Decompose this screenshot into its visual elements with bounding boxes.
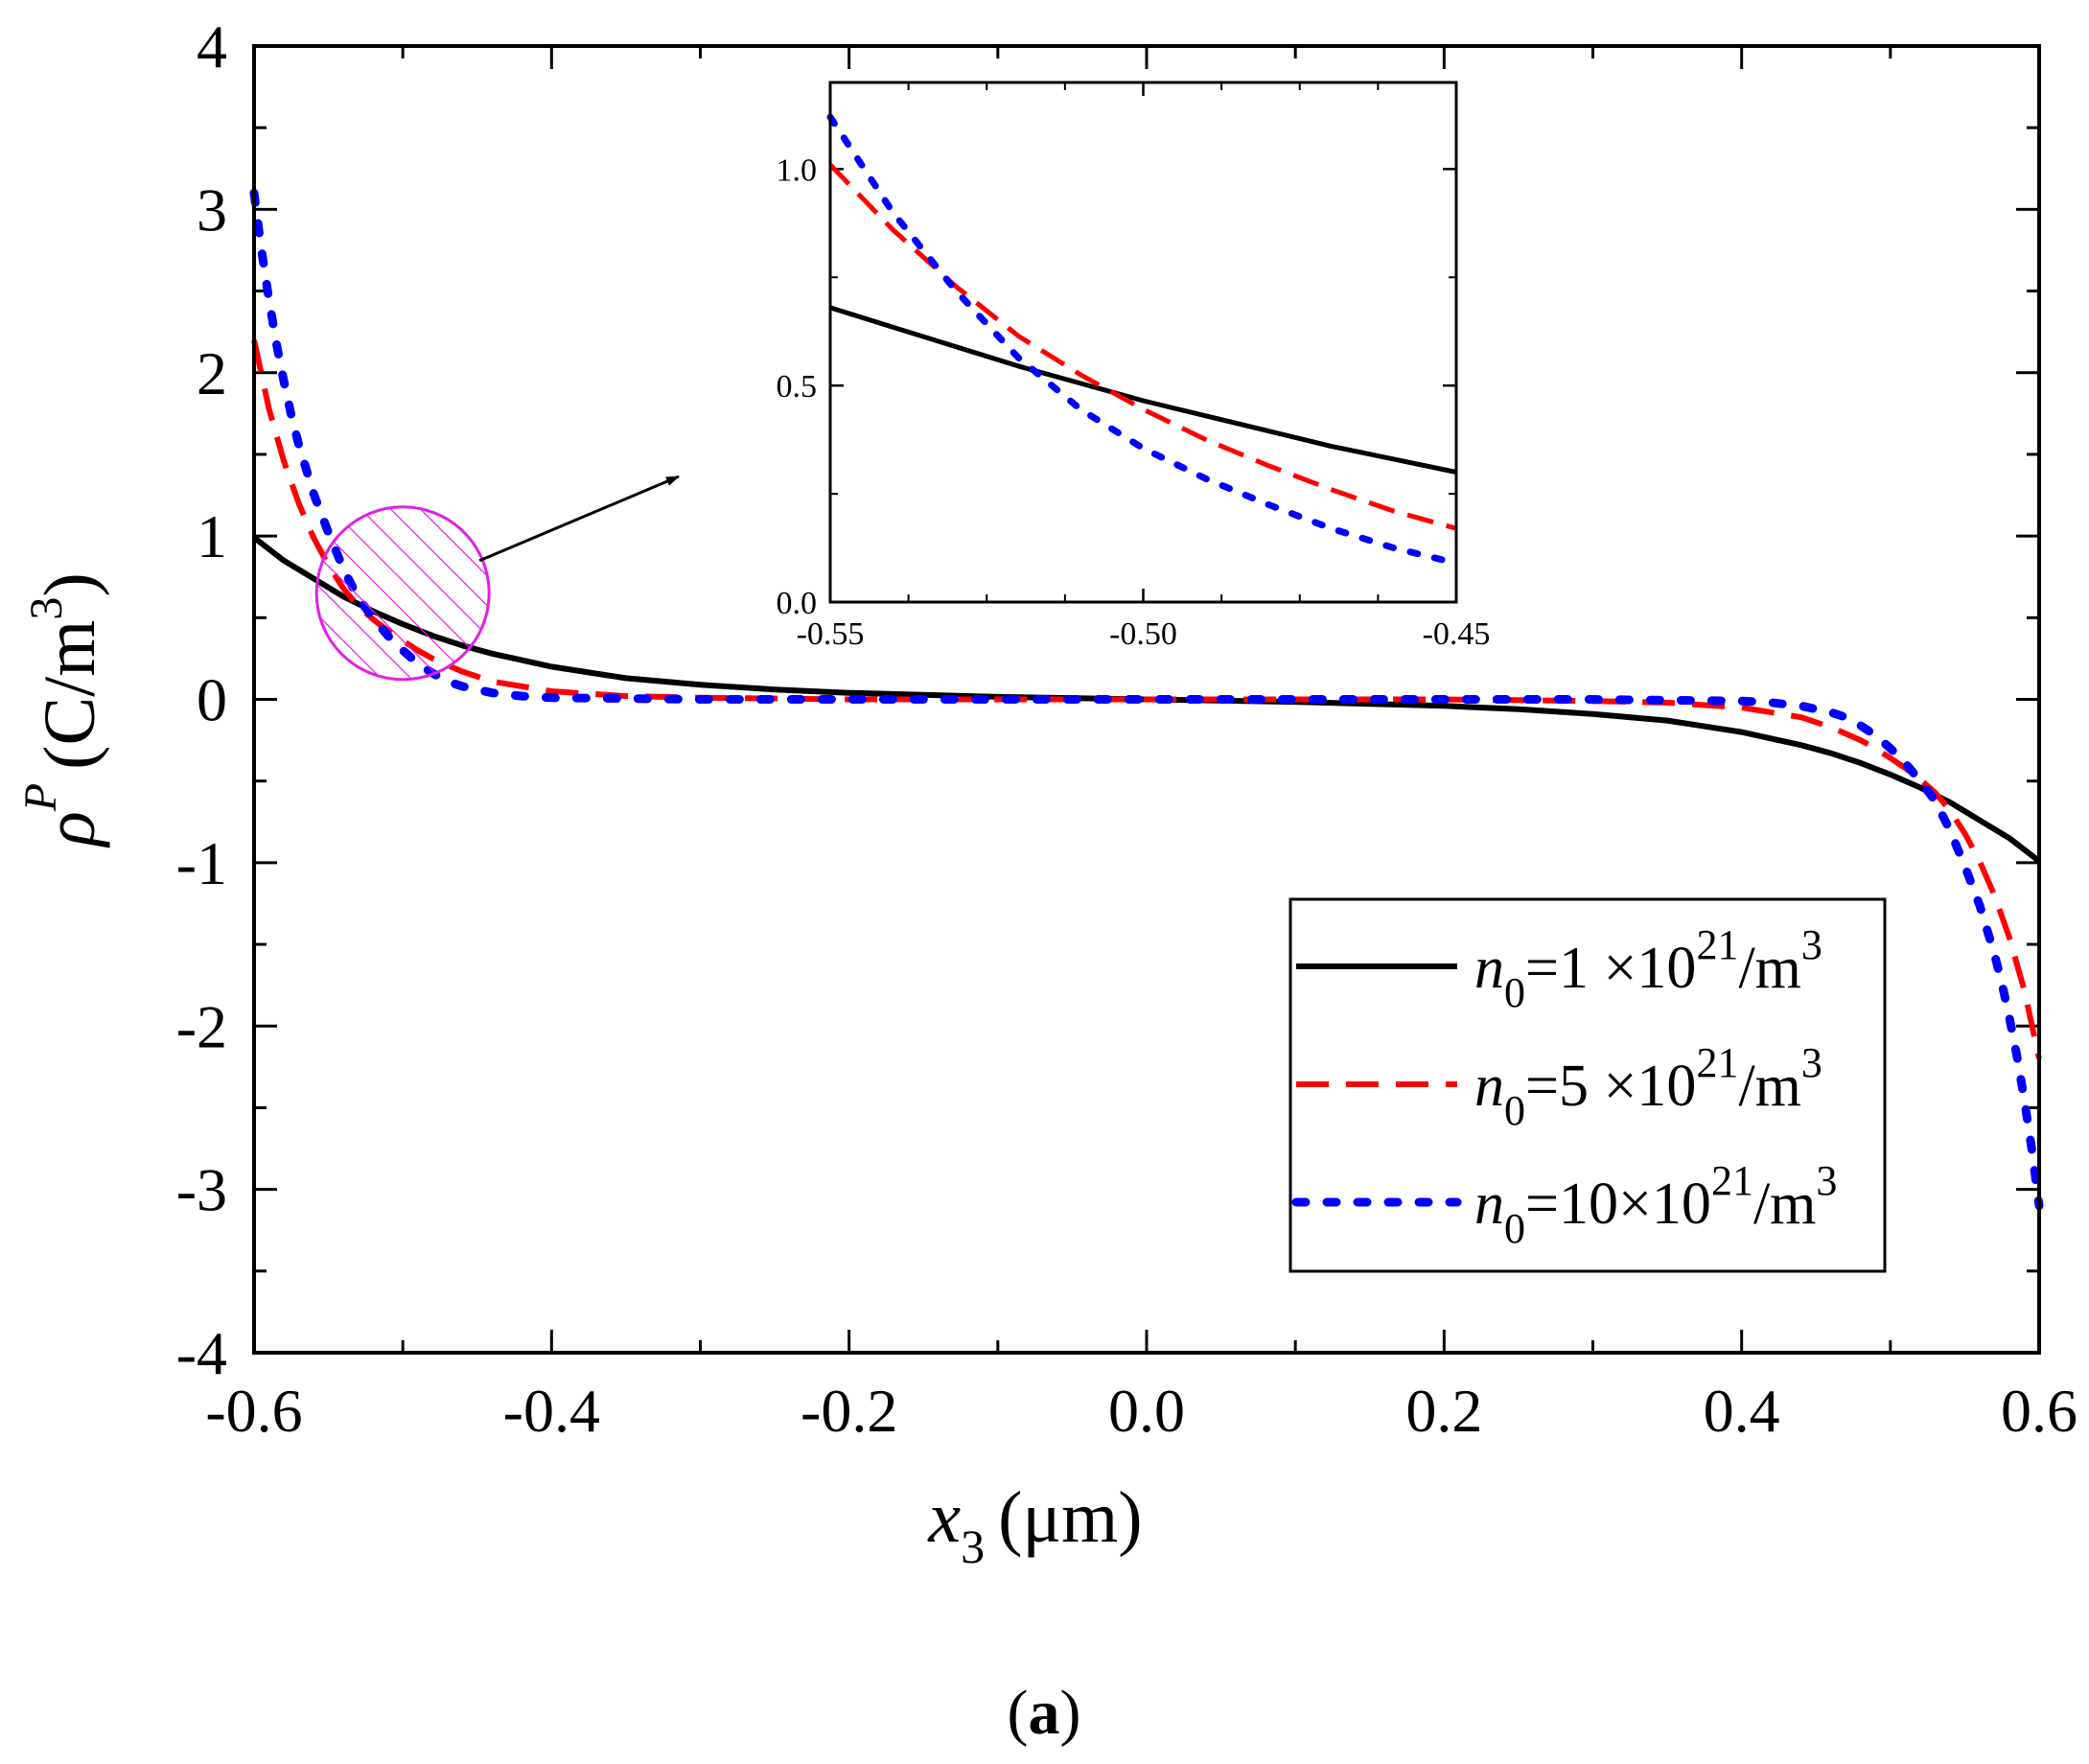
y-tick-label: -2: [176, 992, 227, 1060]
legend: n0=1 ×1021/m3 n0=5 ×1021/m3 n0=10×1021/m3: [1288, 897, 1887, 1273]
inset-series-line-3: [826, 113, 1460, 567]
zoom-highlight-circle: [314, 505, 491, 682]
y-tick-label: 3: [197, 175, 227, 244]
y-tick-label: 1: [197, 502, 227, 570]
y-axis-label: ρP(C/m3): [15, 572, 110, 847]
inset-y-tick-label: 0.0: [777, 586, 818, 621]
series-line-3: [249, 188, 2044, 1211]
x-tick-label: 0.2: [1405, 1377, 1482, 1445]
x-axis-label: x3 (μm): [927, 1477, 1142, 1573]
x-tick-label: 0.6: [2001, 1377, 2077, 1445]
x-tick-label: -0.4: [503, 1377, 600, 1445]
x-tick-labels: -0.6 -0.4 -0.2 0.0 0.2 0.4 0.6: [205, 1377, 2077, 1445]
x-tick-label: -0.2: [801, 1377, 897, 1445]
zoom-annotation: [314, 475, 680, 682]
y-tick-label: -4: [176, 1319, 227, 1387]
panel-label: (a): [1008, 1678, 1081, 1748]
y-tick-label: 4: [197, 12, 227, 81]
inset-background: [830, 82, 1456, 602]
y-tick-label: 2: [197, 339, 227, 407]
inset-series-line-1: [829, 305, 1457, 475]
inset-y-tick-label: 0.5: [777, 369, 818, 405]
legend-label-1: n0=1 ×1021/m3: [1474, 921, 1822, 1016]
y-tick-label: -3: [176, 1156, 227, 1224]
y-tick-label: 0: [197, 666, 227, 734]
inset-x-tick-label: -0.50: [1109, 616, 1177, 652]
inset-series-layer: [826, 113, 1460, 567]
zoom-arrow: [478, 475, 680, 563]
y-tick-marks: [254, 44, 2039, 1355]
x-tick-label: -0.6: [205, 1377, 302, 1445]
inset-x-tick-label: -0.55: [797, 616, 865, 652]
y-tick-label: -1: [176, 829, 227, 897]
inset-frame: [828, 81, 1458, 604]
inset-x-tick-labels: -0.55 -0.50 -0.45: [797, 616, 1491, 652]
inset-y-tick-label: 1.0: [777, 152, 818, 188]
legend-items: n0=1 ×1021/m3 n0=5 ×1021/m3 n0=10×1021/m3: [1291, 921, 1837, 1252]
inset-x-tick-label: -0.45: [1423, 616, 1491, 652]
legend-label-3: n0=10×1021/m3: [1474, 1157, 1837, 1252]
x-tick-label: 0.4: [1704, 1377, 1780, 1445]
inset-chart: -0.55 -0.50 -0.45 0.0 0.5 1.0: [777, 81, 1491, 652]
legend-label-2: n0=5 ×1021/m3: [1474, 1039, 1822, 1134]
legend-box: [1288, 897, 1887, 1273]
inset-y-tick-labels: 0.0 0.5 1.0: [777, 152, 818, 621]
x-tick-label: 0.0: [1108, 1377, 1185, 1445]
y-tick-labels: -4 -3 -2 -1 0 1 2 3 4: [176, 12, 227, 1387]
plot-frame: [252, 44, 2041, 1355]
